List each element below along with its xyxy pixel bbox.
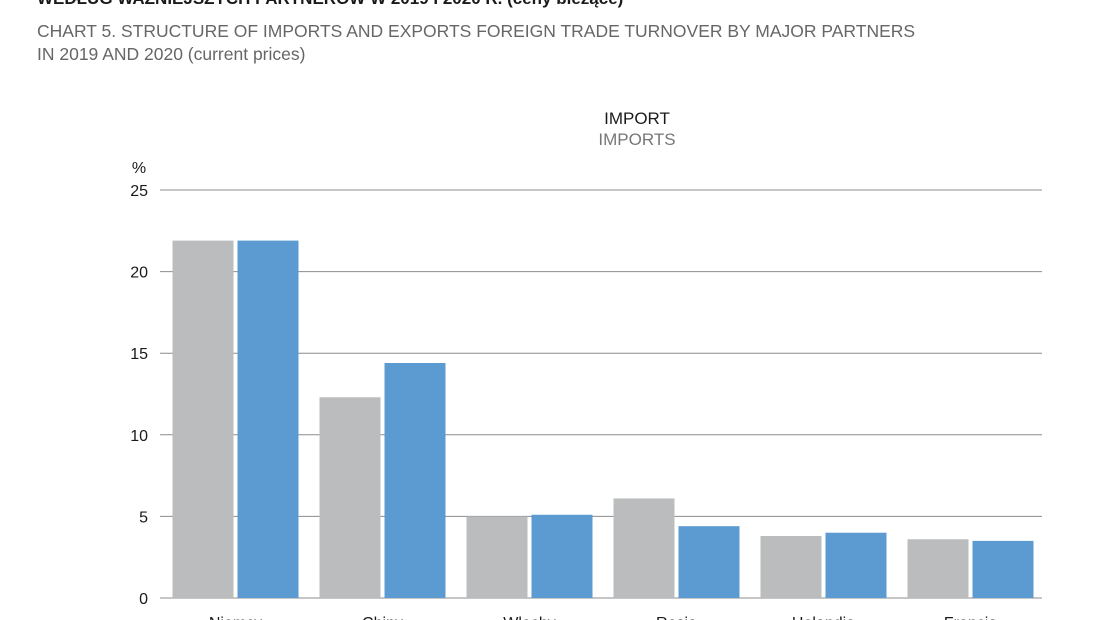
bar-2019-francja <box>907 539 969 598</box>
chart-panel-subtitle: IMPORTS <box>598 130 675 149</box>
bar-2019-niemcy <box>172 240 234 599</box>
chart-panel-title: IMPORT <box>604 109 670 128</box>
x-category-label-5: Holandia <box>792 615 855 620</box>
y-tick-label-15: 15 <box>130 346 148 363</box>
bar-2020-francja <box>972 540 1034 598</box>
x-category-label-4: Rosja <box>656 615 697 620</box>
bar-2020-niemcy <box>237 240 299 599</box>
chart-title-polish: WEDŁUG WAŻNIEJSZYCH PARTNERÓW W 2019 I 2… <box>37 0 623 9</box>
y-axis-unit-label: % <box>132 160 146 177</box>
y-tick-label-25: 25 <box>130 183 148 200</box>
bar-2020-rosja <box>678 526 740 598</box>
bar-2019-rosja <box>613 498 675 598</box>
bars <box>172 240 1034 599</box>
y-tick-label-20: 20 <box>130 265 148 282</box>
x-axis-categories: Niemcy Chiny Włochy Rosja Holandia Francja <box>209 615 997 620</box>
bar-2019-włochy <box>466 516 528 598</box>
gridlines <box>160 189 1042 599</box>
y-tick-label-10: 10 <box>130 428 148 445</box>
y-tick-label-5: 5 <box>139 509 148 526</box>
bar-2019-holandia <box>760 535 822 598</box>
chart-title-english: CHART 5. STRUCTURE OF IMPORTS AND EXPORT… <box>37 20 1077 66</box>
x-category-label-6: Francja <box>944 615 997 620</box>
chart-title-english-line-1: CHART 5. STRUCTURE OF IMPORTS AND EXPORT… <box>37 21 916 41</box>
bar-2020-włochy <box>531 514 593 598</box>
chart-title-english-line-2: IN 2019 AND 2020 (current prices) <box>37 44 306 64</box>
x-category-label-2: Chiny <box>362 615 403 620</box>
y-axis-ticks: 0 5 10 15 20 25 <box>130 183 148 608</box>
bar-2019-chiny <box>319 397 381 598</box>
y-tick-label-0: 0 <box>139 591 148 608</box>
bar-2020-holandia <box>825 532 887 598</box>
bar-2020-chiny <box>384 362 446 598</box>
x-category-label-1: Niemcy <box>209 615 262 620</box>
x-category-label-3: Włochy <box>503 615 555 620</box>
